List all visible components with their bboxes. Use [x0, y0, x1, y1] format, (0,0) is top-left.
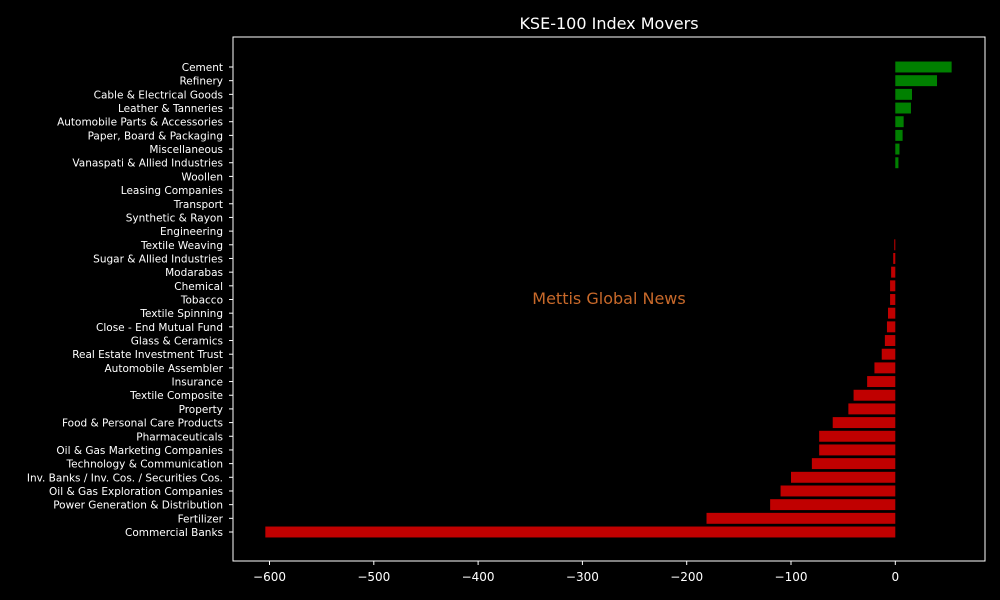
bar-15 — [891, 266, 896, 278]
x-tick-label: 0 — [891, 570, 899, 584]
bar-5 — [895, 129, 903, 141]
category-label: Refinery — [179, 76, 223, 88]
bar-29 — [811, 458, 896, 470]
bar-0 — [895, 61, 952, 73]
bar-17 — [890, 294, 896, 305]
category-label: Inv. Banks / Inv. Cos. / Securities Cos. — [27, 472, 223, 484]
bars-group — [265, 61, 952, 538]
category-label: Oil & Gas Marketing Companies — [56, 445, 223, 457]
category-label: Food & Personal Care Products — [62, 418, 223, 430]
category-label: Synthetic & Rayon — [126, 212, 223, 224]
category-label: Cable & Electrical Goods — [94, 89, 223, 101]
x-tick-label: −300 — [566, 570, 599, 584]
category-label: Automobile Parts & Accessories — [57, 117, 223, 129]
category-label: Sugar & Allied Industries — [93, 253, 223, 265]
watermark-text: Mettis Global News — [532, 289, 685, 308]
bar-27 — [819, 430, 896, 442]
category-label: Fertilizer — [178, 513, 224, 525]
category-label: Commercial Banks — [125, 527, 223, 539]
x-tick-label: −100 — [775, 570, 808, 584]
bar-24 — [853, 389, 896, 401]
category-label: Cement — [182, 62, 223, 74]
bar-25 — [848, 403, 896, 415]
bar-13 — [894, 239, 896, 251]
bar-20 — [884, 335, 896, 346]
category-label: Property — [179, 404, 223, 416]
bar-21 — [881, 348, 896, 360]
bar-19 — [886, 321, 896, 333]
bar-22 — [874, 362, 896, 374]
category-label: Chemical — [174, 281, 223, 293]
bar-3 — [895, 102, 911, 114]
category-label: Real Estate Investment Trust — [72, 349, 223, 361]
bar-32 — [770, 499, 896, 511]
bar-28 — [819, 444, 896, 456]
bar-31 — [780, 485, 896, 497]
bar-2 — [895, 88, 912, 100]
category-label: Leasing Companies — [121, 185, 223, 197]
category-label: Textile Composite — [129, 390, 223, 402]
bar-18 — [888, 307, 896, 319]
bar-4 — [895, 116, 904, 128]
category-label: Power Generation & Distribution — [53, 500, 223, 512]
bar-14 — [893, 253, 896, 264]
bar-7 — [895, 157, 899, 169]
category-label: Leather & Tanneries — [118, 103, 223, 115]
bar-26 — [832, 417, 896, 429]
category-label: Engineering — [160, 226, 223, 238]
category-label: Woollen — [181, 171, 223, 183]
x-tick-label: −400 — [462, 570, 495, 584]
bar-23 — [867, 376, 896, 388]
category-label: Close - End Mutual Fund — [96, 322, 223, 334]
category-label: Vanaspati & Allied Industries — [72, 158, 223, 170]
category-label: Tobacco — [180, 295, 223, 307]
bar-33 — [706, 512, 896, 524]
x-tick-label: −500 — [357, 570, 390, 584]
bar-6 — [895, 143, 900, 155]
category-label: Miscellaneous — [149, 144, 223, 156]
x-tick-label: −200 — [670, 570, 703, 584]
x-tick-label: −600 — [253, 570, 286, 584]
category-label: Automobile Assembler — [105, 363, 224, 375]
category-label: Insurance — [171, 377, 223, 389]
category-label: Oil & Gas Exploration Companies — [49, 486, 223, 498]
category-label: Paper, Board & Packaging — [88, 130, 223, 142]
bar-34 — [265, 526, 896, 538]
x-axis-ticks-group: −600 −500 −400 −300 −200 −100 0 — [253, 561, 899, 584]
category-label: Technology & Communication — [66, 459, 223, 471]
category-label: Textile Spinning — [139, 308, 223, 320]
category-label: Transport — [173, 199, 223, 211]
bar-16 — [890, 280, 896, 292]
category-label: Textile Weaving — [140, 240, 223, 252]
bar-30 — [791, 471, 896, 483]
bar-1 — [895, 75, 938, 87]
category-label: Glass & Ceramics — [131, 336, 223, 348]
category-label: Pharmaceuticals — [136, 431, 223, 443]
chart-title: KSE-100 Index Movers — [519, 14, 698, 33]
category-label: Modarabas — [165, 267, 223, 279]
